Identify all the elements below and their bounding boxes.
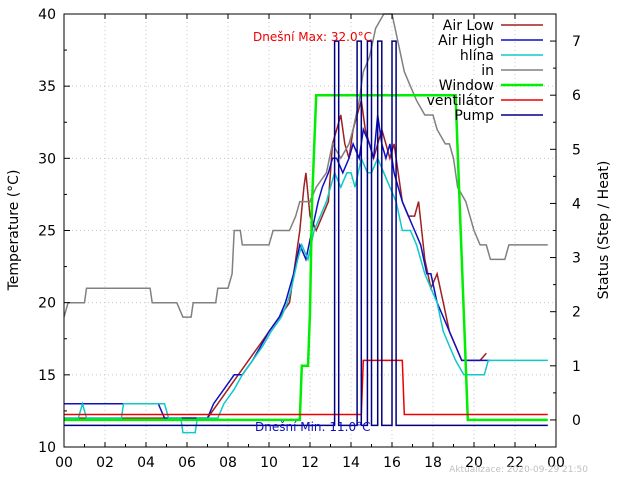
y2-tick-label: 6	[572, 88, 581, 104]
x-tick-label: 22	[506, 455, 524, 471]
y2-axis-label: Status (Step / Heat)	[596, 161, 612, 300]
x-tick-label: 06	[178, 455, 196, 471]
y-tick-label: 35	[38, 79, 56, 95]
x-tick-label: 10	[260, 455, 278, 471]
legend-label: Air Low	[443, 18, 494, 34]
series-line-4	[64, 93, 548, 422]
legend-label: Pump	[454, 108, 494, 124]
y-tick-label: 30	[38, 151, 56, 167]
x-tick-label: 14	[342, 455, 360, 471]
y2-tick-label: 1	[572, 359, 581, 375]
y-axis-label: Temperature (°C)	[6, 170, 22, 292]
y2-tick-label: 4	[572, 196, 581, 212]
series-line-5	[64, 359, 548, 416]
daily-max-annotation: Dnešní Max: 32.0°C	[253, 30, 372, 44]
series-line-6	[64, 40, 548, 427]
series-line-2	[64, 155, 548, 434]
series-layer	[63, 13, 548, 434]
series-line-3	[63, 13, 548, 318]
y-tick-label: 15	[38, 368, 56, 384]
x-tick-label: 08	[219, 455, 237, 471]
x-tick-label: 00	[547, 455, 565, 471]
x-tick-label: 18	[424, 455, 442, 471]
series-line-0	[64, 100, 487, 419]
updated-timestamp: Aktualizace: 2020-09-29 21:50	[449, 465, 588, 475]
x-tick-label: 12	[301, 455, 319, 471]
x-tick-label: 02	[96, 455, 114, 471]
legend-label: Window	[439, 78, 494, 94]
legend-label: hlína	[460, 48, 494, 64]
axis-ticks: 00 02 04 06 08 10 12 14 16 18 20 22 0010152025303540…	[38, 7, 581, 471]
y2-tick-label: 7	[572, 34, 581, 50]
x-tick-label: 00	[55, 455, 73, 471]
y2-tick-label: 0	[572, 413, 581, 429]
y-tick-label: 40	[38, 7, 56, 23]
y-tick-label: 20	[38, 296, 56, 312]
legend-label: Air High	[438, 33, 494, 49]
x-tick-label: 20	[465, 455, 483, 471]
legend-label: ventilátor	[427, 93, 495, 109]
x-tick-label: 04	[137, 455, 155, 471]
y-tick-label: 10	[38, 440, 56, 456]
y2-tick-label: 2	[572, 305, 581, 321]
series-line-1	[64, 114, 491, 419]
daily-min-annotation: Dnešní Min: 11.0°C	[255, 420, 370, 434]
legend-label: in	[481, 63, 494, 79]
x-tick-label: 16	[383, 455, 401, 471]
y-tick-label: 25	[38, 224, 56, 240]
y2-tick-label: 5	[572, 142, 581, 158]
y2-tick-label: 3	[572, 251, 581, 267]
